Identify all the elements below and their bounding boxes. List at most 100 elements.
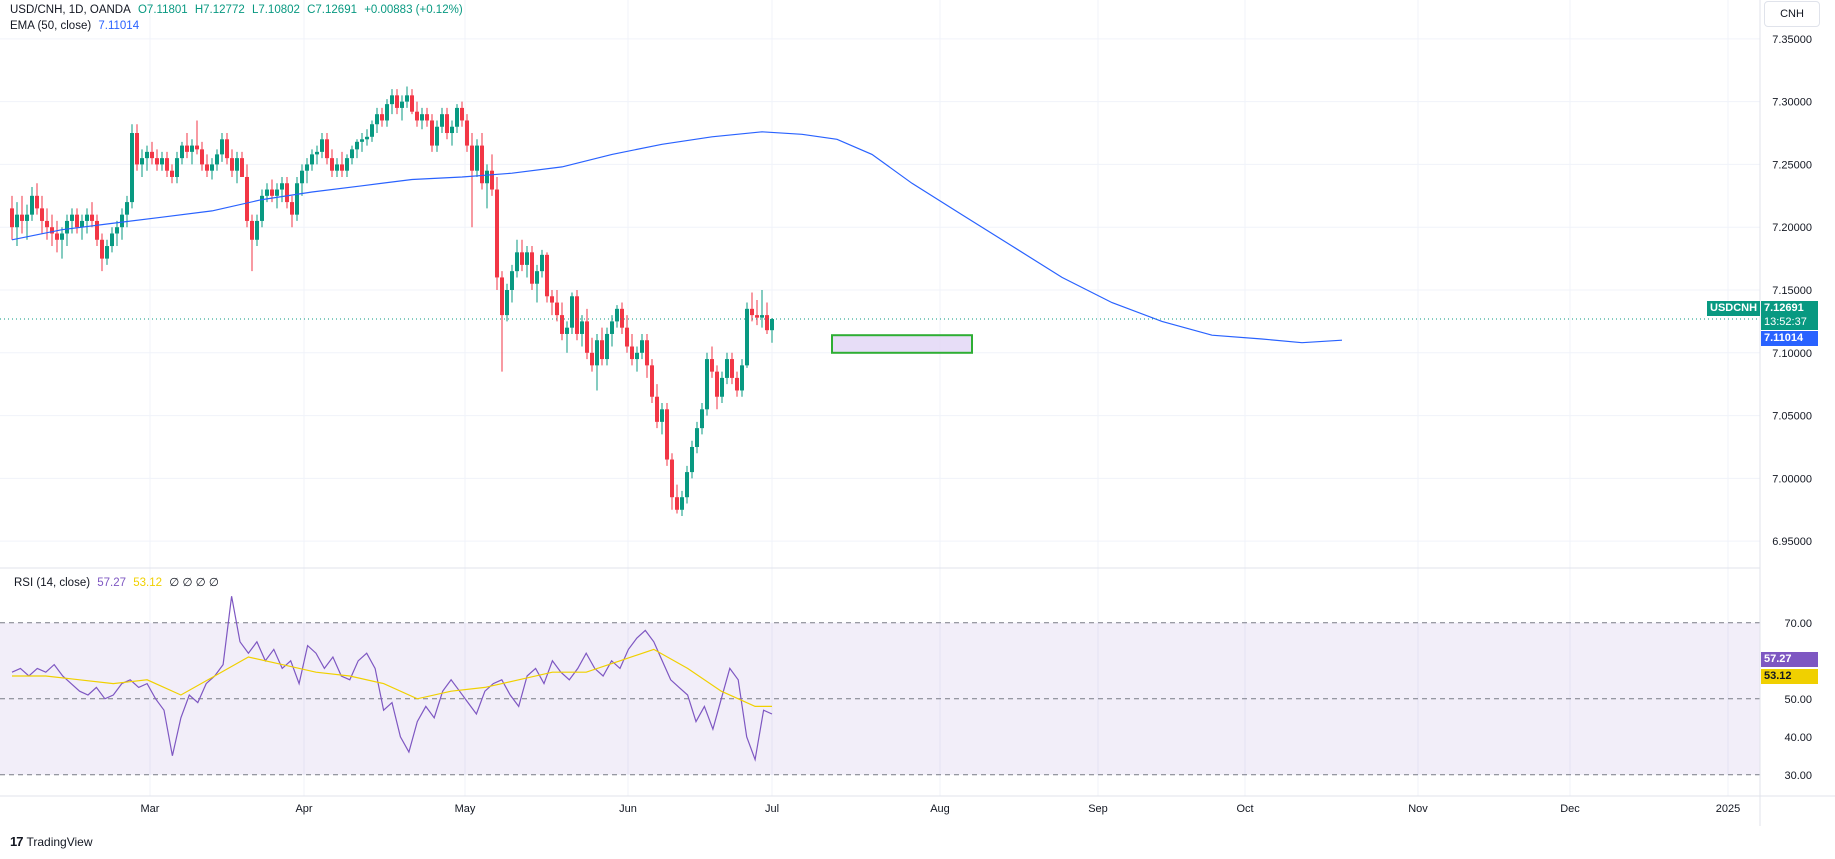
- candle-body: [580, 321, 584, 334]
- candle-body: [450, 126, 454, 134]
- price-tick-label: 7.35000: [1772, 34, 1812, 46]
- candle-body: [110, 233, 114, 247]
- tradingview-brand[interactable]: 17 TradingView: [10, 834, 93, 849]
- countdown-badge: 13:52:37: [1761, 315, 1818, 330]
- candle-body: [420, 114, 424, 121]
- candle-body: [745, 308, 749, 366]
- symbol-badge: USDCNH: [1707, 301, 1761, 316]
- tradingview-logo-icon: 17: [10, 834, 24, 849]
- brand-label: TradingView: [26, 834, 93, 849]
- candle-body: [590, 352, 594, 366]
- candles: [10, 86, 774, 517]
- time-tick-label: Mar: [141, 803, 160, 815]
- last-price-badge: 7.12691: [1761, 301, 1818, 316]
- candle-body: [95, 220, 99, 240]
- time-tick-label: Nov: [1408, 803, 1428, 815]
- candle-body: [155, 158, 159, 165]
- candle-body: [605, 333, 609, 360]
- candle-body: [60, 233, 64, 240]
- candle-body: [120, 214, 124, 228]
- candle-body: [760, 315, 764, 318]
- candle-body: [300, 170, 304, 184]
- ohlc-open: O7.11801: [137, 4, 188, 16]
- candle-body: [160, 158, 164, 165]
- candle-body: [335, 164, 339, 171]
- candle-body: [455, 107, 459, 127]
- candle-body: [75, 214, 79, 228]
- time-tick-label: Apr: [295, 803, 312, 815]
- candle-body: [45, 220, 49, 228]
- candle-body: [150, 151, 154, 159]
- candle-body: [40, 208, 44, 221]
- candle-body: [435, 126, 439, 146]
- candle-body: [495, 189, 499, 278]
- candle-body: [445, 114, 449, 134]
- candle-body: [560, 315, 564, 334]
- candle-body: [685, 472, 689, 498]
- rsi-line: [11, 596, 773, 762]
- candle-body: [405, 95, 409, 102]
- candle-body: [675, 497, 679, 510]
- price-tick-label: 7.00000: [1772, 473, 1812, 485]
- candle-body: [210, 164, 214, 171]
- rsi-badge: 57.27: [1761, 652, 1818, 667]
- candle-body: [600, 340, 604, 360]
- candle-body: [385, 104, 389, 121]
- candle-body: [20, 214, 24, 221]
- candle-body: [545, 254, 549, 297]
- candle-body: [295, 183, 299, 215]
- ema-legend[interactable]: EMA (50, close) 7.11014: [10, 19, 143, 33]
- candle-body: [735, 377, 739, 391]
- rsi-pane: [0, 622, 1760, 776]
- price-tick-label: 7.05000: [1772, 411, 1812, 423]
- candle-body: [400, 101, 404, 108]
- price-tick-label: 7.15000: [1772, 285, 1812, 297]
- rsi-band: [0, 622, 1760, 775]
- candle-body: [610, 321, 614, 334]
- candle-body: [530, 252, 534, 284]
- candle-body: [620, 308, 624, 328]
- candle-body: [570, 296, 574, 328]
- candle-body: [585, 321, 589, 353]
- rsi-value: 57.27: [97, 577, 127, 589]
- candle-body: [635, 352, 639, 360]
- rsi-zeros: ∅ ∅ ∅ ∅: [169, 577, 219, 589]
- rsi-ma-badge: 53.12: [1761, 669, 1818, 684]
- candle-body: [535, 271, 539, 284]
- rsi-legend[interactable]: RSI (14, close) 57.27 53.12 ∅ ∅ ∅ ∅: [14, 576, 223, 590]
- price-tick-label: 7.20000: [1772, 222, 1812, 234]
- candle-body: [690, 446, 694, 473]
- candle-body: [565, 327, 569, 334]
- ohlc-close: C7.12691: [307, 4, 357, 16]
- symbol-line: USD/CNH, 1D, OANDA: [10, 4, 131, 16]
- price-axis[interactable]: 7.35000 7.30000 7.25000 7.20000 7.15000 7.100…: [1772, 34, 1812, 548]
- candle-body: [765, 315, 769, 331]
- candle-body: [650, 365, 654, 397]
- candle-body: [50, 227, 54, 234]
- candle-body: [360, 139, 364, 142]
- symbol-legend[interactable]: USD/CNH, 1D, OANDA O7.11801 H7.12772 L7.…: [10, 3, 467, 17]
- candle-body: [470, 145, 474, 171]
- candle-body: [725, 359, 729, 378]
- time-tick-label: Jun: [619, 803, 637, 815]
- candle-body: [125, 202, 129, 215]
- candle-body: [520, 252, 524, 265]
- ema-label: EMA (50, close): [10, 20, 92, 32]
- candle-body: [460, 107, 464, 121]
- time-tick-label: 2025: [1716, 803, 1740, 815]
- candle-body: [740, 365, 744, 391]
- candle-body: [270, 189, 274, 196]
- price-tick-label: 7.25000: [1772, 159, 1812, 171]
- support-zone[interactable]: [831, 334, 973, 354]
- candle-body: [615, 308, 619, 322]
- candle-body: [190, 145, 194, 152]
- candle-body: [770, 319, 774, 331]
- currency-button[interactable]: CNH: [1764, 1, 1820, 27]
- candle-body: [275, 189, 279, 196]
- time-axis[interactable]: Mar Apr May Jun Jul Aug Sep Oct Nov Dec 2025: [141, 803, 1741, 815]
- candle-body: [85, 214, 89, 221]
- candle-body: [240, 158, 244, 177]
- candle-body: [65, 220, 69, 234]
- candle-body: [10, 208, 14, 228]
